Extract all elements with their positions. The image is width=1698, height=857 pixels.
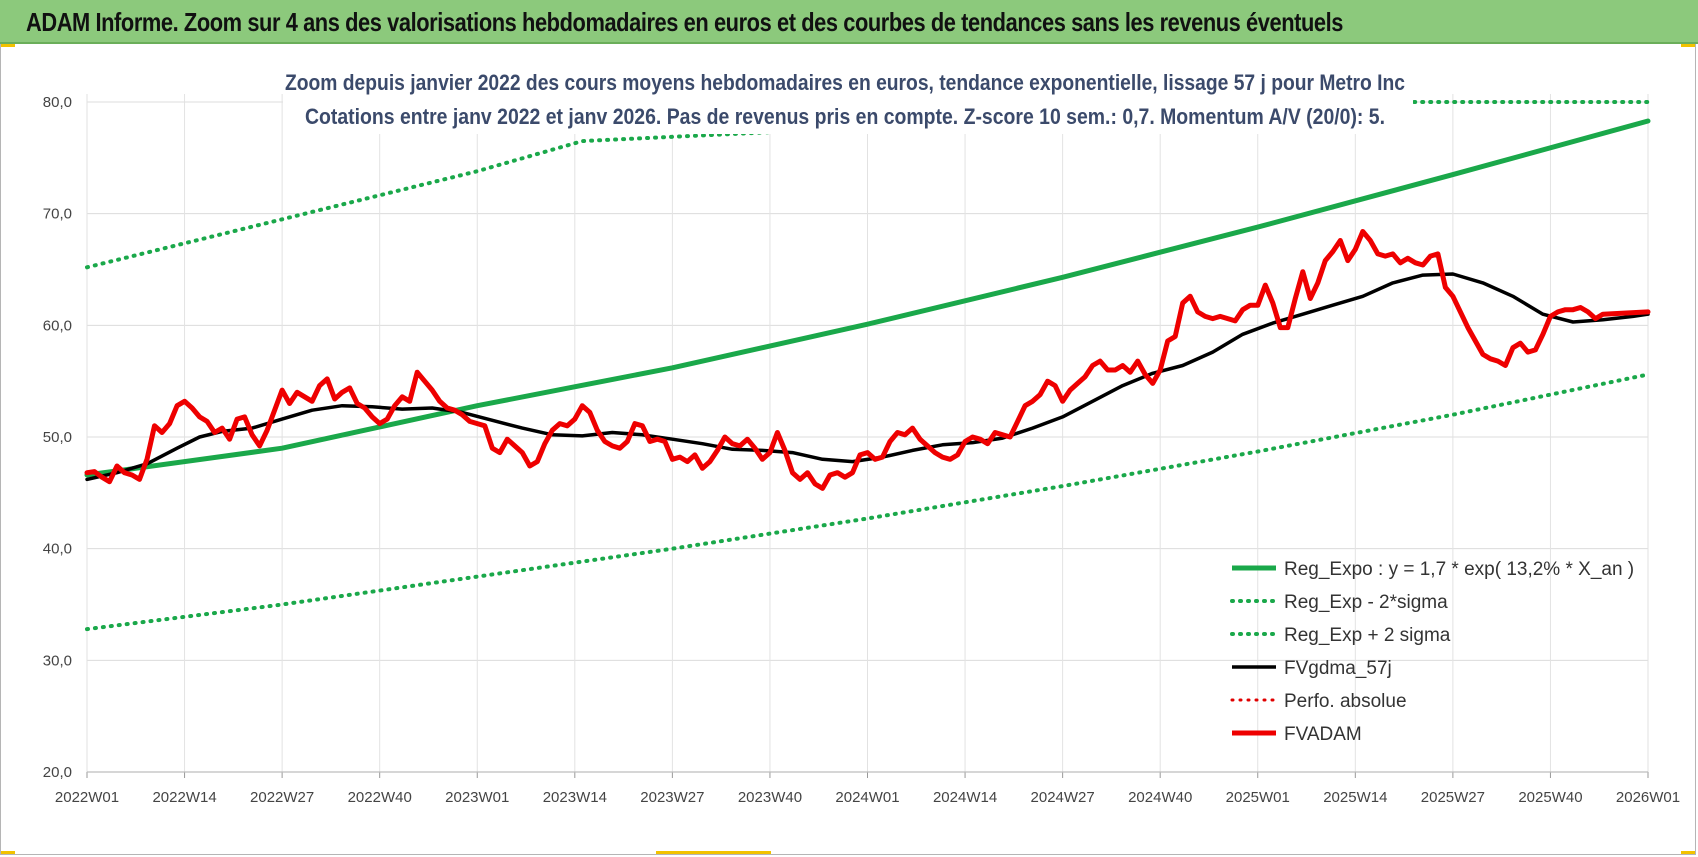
legend-label-4: Perfo. absolue: [1284, 691, 1407, 712]
chart-frame: [0, 44, 1696, 855]
x-tick-label: 2026W01: [1616, 789, 1680, 806]
series-lines: [84, 100, 1651, 632]
legend-label-5: FVADAM: [1284, 724, 1362, 745]
series-line-1: [85, 372, 1650, 632]
legend-label-0: Reg_Expo : y = 1,7 * exp( 13,2% * X_an ): [1284, 559, 1634, 580]
corner-mark-bottom-center: [656, 851, 771, 854]
x-tick-label: 2024W01: [835, 789, 899, 806]
chart-legend: Reg_Expo : y = 1,7 * exp( 13,2% * X_an )…: [1230, 559, 1634, 745]
legend-label-3: FVgdma_57j: [1284, 658, 1392, 679]
x-tick-label: 2024W14: [933, 789, 997, 806]
x-tick-label: 2023W01: [445, 789, 509, 806]
y-tick-label: 50,0: [43, 429, 72, 446]
y-tick-label: 80,0: [43, 94, 72, 111]
series-line-3: [85, 272, 1650, 482]
legend-label-2: Reg_Exp + 2 sigma: [1284, 625, 1451, 646]
x-tick-label: 2024W40: [1128, 789, 1192, 806]
series-line-0: [84, 118, 1651, 478]
corner-mark-bottom-right: [1681, 851, 1695, 854]
y-tick-label: 70,0: [43, 206, 72, 223]
grid-lines: [86, 94, 1649, 773]
x-tick-label: 2022W27: [250, 789, 314, 806]
x-tick-label: 2022W14: [152, 789, 216, 806]
corner-mark-bottom-left: [1, 851, 15, 854]
x-tick-label: 2023W14: [543, 789, 607, 806]
x-tick-label: 2025W27: [1421, 789, 1485, 806]
x-tick-label: 2025W01: [1226, 789, 1290, 806]
y-tick-label: 60,0: [43, 317, 72, 334]
x-tick-label: 2024W27: [1031, 789, 1095, 806]
x-tick-label: 2022W40: [348, 789, 412, 806]
axis-labels: 20,0 30,0 40,0 50,0 60,0 70,0 80,0 2022W01 2022W…: [43, 94, 1680, 806]
chart-title: Zoom depuis janvier 2022 des cours moyen…: [285, 70, 1405, 95]
corner-mark-top-left: [1, 44, 15, 47]
corner-mark-top-right: [1681, 44, 1695, 47]
y-tick-label: 30,0: [43, 652, 72, 669]
chart-subtitle: Cotations entre janv 2022 et janv 2026. …: [305, 104, 1385, 129]
series-line-2: [85, 100, 1650, 270]
series-line-5: [84, 229, 1651, 491]
x-tick-label: 2025W40: [1518, 789, 1582, 806]
x-tick-label: 2023W40: [738, 789, 802, 806]
page-title: ADAM Informe. Zoom sur 4 ans des valoris…: [26, 7, 1344, 37]
x-tick-label: 2022W01: [55, 789, 119, 806]
x-tick-label: 2023W27: [640, 789, 704, 806]
y-tick-label: 40,0: [43, 541, 72, 558]
legend-label-1: Reg_Exp - 2*sigma: [1284, 592, 1448, 613]
header-bar: ADAM Informe. Zoom sur 4 ans des valoris…: [0, 0, 1698, 44]
x-tick-label: 2025W14: [1323, 789, 1387, 806]
subtitle-background: [283, 64, 1413, 134]
y-tick-label: 20,0: [43, 764, 72, 781]
